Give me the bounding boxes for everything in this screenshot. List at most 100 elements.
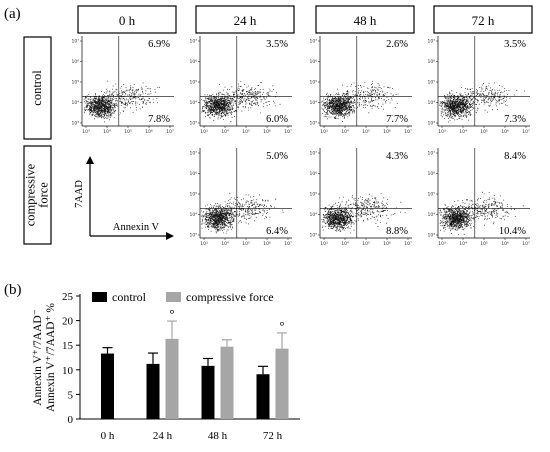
chart-y-label-line: Annexin V⁺/7AAD⁻ xyxy=(32,309,44,406)
y-tick-label: 10³ xyxy=(427,121,435,127)
x-tick-label: 10³ xyxy=(438,129,446,135)
lower-right-percent: 7.3% xyxy=(504,114,526,125)
upper-right-percent: 3.5% xyxy=(266,39,288,50)
x-tick-label: 10³ xyxy=(320,241,328,247)
scatter-events xyxy=(439,191,524,236)
x-tick-label: 10⁶ xyxy=(501,241,509,247)
y-tick-label: 10⁷ xyxy=(309,39,317,45)
lower-right-percent: 6.0% xyxy=(266,114,288,125)
y-tick-label: 10⁵ xyxy=(71,80,79,86)
lower-right-percent: 6.4% xyxy=(266,226,288,237)
arrow-head-icon xyxy=(86,156,94,164)
x-tick-label: 10³ xyxy=(82,129,90,135)
x-tick-label: 10⁴ xyxy=(459,241,467,247)
y-tick-label: 10⁴ xyxy=(189,100,197,106)
chart-y-tick-label: 0 xyxy=(68,414,74,426)
x-tick-label: 10⁷ xyxy=(284,241,292,247)
upper-right-percent: 4.3% xyxy=(386,151,408,162)
upper-right-percent: 8.4% xyxy=(504,151,526,162)
x-tick-label: 10⁵ xyxy=(362,129,370,135)
y-tick-label: 10⁷ xyxy=(71,39,79,45)
y-tick-label: 10³ xyxy=(189,121,197,127)
y-tick-label: 10⁷ xyxy=(309,151,317,157)
significance-marker: ° xyxy=(279,318,284,333)
y-tick-label: 10⁵ xyxy=(309,80,317,86)
bar-control xyxy=(101,353,114,419)
x-tick-label: 10⁴ xyxy=(221,241,229,247)
chart-y-tick-label: 5 xyxy=(68,389,74,401)
y-tick-label: 10⁶ xyxy=(427,171,435,177)
y-tick-label: 10³ xyxy=(309,233,317,239)
y-tick-label: 10⁶ xyxy=(189,171,197,177)
bar-compressive-force xyxy=(220,346,234,419)
x-tick-label: 10⁷ xyxy=(166,129,174,135)
y-tick-label: 10⁴ xyxy=(189,212,197,218)
x-tick-label: 10⁵ xyxy=(362,241,370,247)
y-tick-label: 10⁴ xyxy=(309,100,317,106)
scatter-events xyxy=(321,81,399,122)
x-tick-label: 10³ xyxy=(200,241,208,247)
x-tick-label: 10⁴ xyxy=(103,129,111,135)
chart-legend: control compressive force xyxy=(92,290,274,304)
y-tick-label: 10⁶ xyxy=(71,59,79,65)
panel-b-label: (b) xyxy=(4,282,22,298)
y-tick-label: 10⁶ xyxy=(189,59,197,65)
x-tick-label: 10⁷ xyxy=(522,129,530,135)
panel-a: (a) 0 h 24 h 48 h 72 h control compressivefor… xyxy=(4,5,533,247)
y-tick-label: 10⁵ xyxy=(427,192,435,198)
bar-control xyxy=(256,374,270,419)
chart-y-tick-label: 25 xyxy=(62,291,74,303)
chart-y-label: Annexin V⁺/7AAD⁻Annexin V⁺/7AAD⁺ % xyxy=(32,303,57,412)
y-tick-label: 10⁴ xyxy=(427,212,435,218)
upper-right-percent: 6.9% xyxy=(148,39,170,50)
x-tick-label: 10⁷ xyxy=(404,241,412,247)
axis-x-label: Annexin V xyxy=(113,222,160,233)
x-tick-label: 10⁶ xyxy=(383,129,391,135)
upper-right-percent: 5.0% xyxy=(266,151,288,162)
significance-marker: ° xyxy=(169,306,174,321)
chart-x-tick-label: 0 h xyxy=(101,430,115,442)
x-tick-label: 10³ xyxy=(320,129,328,135)
y-tick-label: 10⁵ xyxy=(427,80,435,86)
chart-y-tick-label: 15 xyxy=(62,340,74,352)
bar-control xyxy=(146,363,160,419)
time-header-label: 0 h xyxy=(119,13,136,28)
scatter-events xyxy=(321,193,406,234)
time-header-box xyxy=(315,5,415,34)
row-label-line: control xyxy=(30,70,44,106)
x-tick-label: 10³ xyxy=(200,129,208,135)
y-tick-label: 10⁴ xyxy=(71,100,79,106)
x-tick-label: 10⁴ xyxy=(341,129,349,135)
x-tick-label: 10⁵ xyxy=(480,241,488,247)
scatter-events xyxy=(439,82,525,123)
y-tick-label: 10⁶ xyxy=(309,59,317,65)
y-tick-label: 10⁴ xyxy=(427,100,435,106)
scatter-events xyxy=(83,80,160,123)
chart-x-tick-label: 48 h xyxy=(208,430,228,442)
y-tick-label: 10⁷ xyxy=(427,151,435,157)
x-tick-label: 10⁵ xyxy=(242,129,250,135)
upper-right-percent: 2.6% xyxy=(386,39,408,50)
lower-right-percent: 7.8% xyxy=(148,114,170,125)
x-tick-label: 10⁴ xyxy=(341,241,349,247)
x-tick-label: 10⁵ xyxy=(124,129,132,135)
arrow-head-icon xyxy=(166,232,174,240)
time-header-label: 24 h xyxy=(234,13,257,28)
axes-legend: 7AAD Annexin V xyxy=(74,156,174,240)
y-tick-label: 10⁷ xyxy=(427,39,435,45)
row-label-line: force xyxy=(37,182,51,208)
row-label-line: compressive xyxy=(24,163,38,226)
x-tick-label: 10⁵ xyxy=(242,241,250,247)
x-tick-label: 10⁴ xyxy=(459,129,467,135)
time-header-box xyxy=(433,5,533,34)
y-tick-label: 10⁶ xyxy=(427,59,435,65)
y-tick-label: 10³ xyxy=(71,121,79,127)
x-tick-label: 10⁶ xyxy=(501,129,509,135)
row-label: control xyxy=(30,70,44,106)
